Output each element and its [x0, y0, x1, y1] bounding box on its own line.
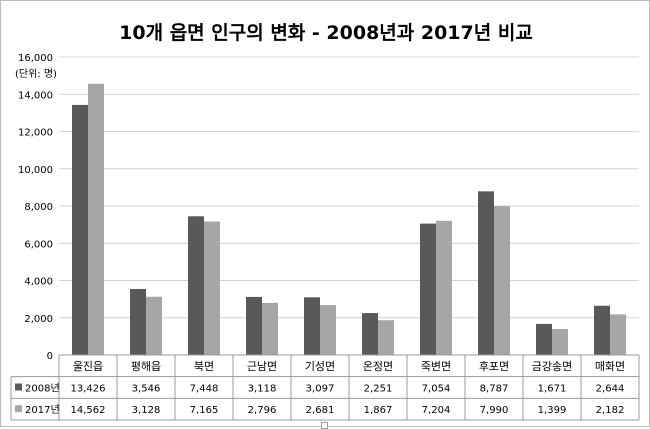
- data-value-label: 7,990: [480, 405, 509, 416]
- data-value-label: 14,562: [71, 405, 106, 416]
- data-value-label: 1,867: [364, 405, 393, 416]
- category-label: 울진읍: [73, 360, 103, 373]
- bar-series-b: [610, 314, 626, 355]
- category-label: 기성면: [305, 360, 335, 373]
- data-value-label: 1,671: [538, 384, 567, 395]
- y-tick-label: 16,000: [18, 53, 53, 64]
- y-tick-label: 6,000: [24, 239, 53, 250]
- bar-series-b: [494, 206, 510, 355]
- data-value-label: 3,118: [248, 384, 277, 395]
- legend-series-name: 2008년: [25, 383, 60, 395]
- bar-series-a: [478, 191, 494, 355]
- data-value-label: 7,054: [422, 384, 451, 395]
- data-value-label: 3,546: [132, 384, 161, 395]
- data-table: 울진읍 평해읍 북면 근남면 기성면 온정면 죽변면 후포면 금강송면 매화면 2008년 13,42…: [10, 354, 640, 421]
- data-value-label: 13,426: [71, 384, 106, 395]
- bar-series-b: [552, 328, 568, 355]
- data-value-label: 2,182: [596, 405, 625, 416]
- bar-series-b: [204, 221, 220, 355]
- legend-key-series-b: [15, 405, 22, 413]
- data-value-label: 3,097: [306, 384, 335, 395]
- category-label: 근남면: [247, 360, 277, 373]
- data-value-label: 2,796: [248, 405, 277, 416]
- data-value-label: 2,644: [596, 384, 625, 395]
- data-value-label: 7,165: [190, 405, 219, 416]
- bar-series-a: [130, 288, 146, 355]
- bar-series-a: [362, 313, 378, 355]
- bar-series-b: [320, 305, 336, 355]
- category-label: 북면: [194, 360, 214, 373]
- legend-key-series-a: [15, 383, 22, 391]
- y-tick-label: 14,000: [18, 90, 53, 101]
- bar-series-b: [436, 220, 452, 355]
- data-value-label: 2,681: [306, 405, 335, 416]
- unit-label: (단위: 명): [15, 67, 57, 80]
- data-value-label: 7,204: [422, 405, 451, 416]
- resize-handle-bottom[interactable]: [321, 422, 328, 429]
- data-value-label: 8,787: [480, 384, 509, 395]
- bar-series-a: [420, 223, 436, 355]
- y-tick-labels: 0 2,000 4,000 6,000 8,000 10,000 12,000 14,000 1…: [18, 53, 53, 362]
- category-label: 매화면: [595, 360, 625, 373]
- category-label: 죽변면: [421, 360, 451, 373]
- bar-series-a: [594, 305, 610, 355]
- category-label: 금강송면: [532, 360, 572, 373]
- bar-series-b: [262, 302, 278, 355]
- y-tick-label: 8,000: [24, 202, 53, 213]
- bars: [72, 83, 626, 356]
- y-tick-label: 12,000: [18, 128, 53, 139]
- y-tick-label: 10,000: [18, 165, 53, 176]
- category-label: 온정면: [363, 360, 393, 373]
- bar-series-b: [378, 320, 394, 355]
- bar-series-a: [188, 216, 204, 355]
- bar-series-a: [72, 104, 88, 355]
- category-label: 후포면: [479, 360, 509, 373]
- data-value-label: 1,399: [538, 405, 567, 416]
- bar-series-a: [246, 296, 262, 355]
- bar-series-a: [304, 297, 320, 355]
- legend-series-name: 2017년: [25, 404, 60, 416]
- y-tick-label: 2,000: [24, 314, 53, 325]
- y-tick-label: 4,000: [24, 277, 53, 288]
- data-value-label: 3,128: [132, 405, 161, 416]
- bar-series-b: [146, 296, 162, 355]
- y-tick-label: 0: [47, 351, 53, 362]
- bar-series-a: [536, 323, 552, 355]
- category-label: 평해읍: [131, 359, 161, 373]
- chart-title: 10개 읍면 인구의 변화 - 2008년과 2017년 비교: [119, 22, 533, 44]
- data-value-label: 2,251: [364, 384, 393, 395]
- data-value-label: 7,448: [190, 384, 219, 395]
- bar-series-b: [88, 83, 104, 356]
